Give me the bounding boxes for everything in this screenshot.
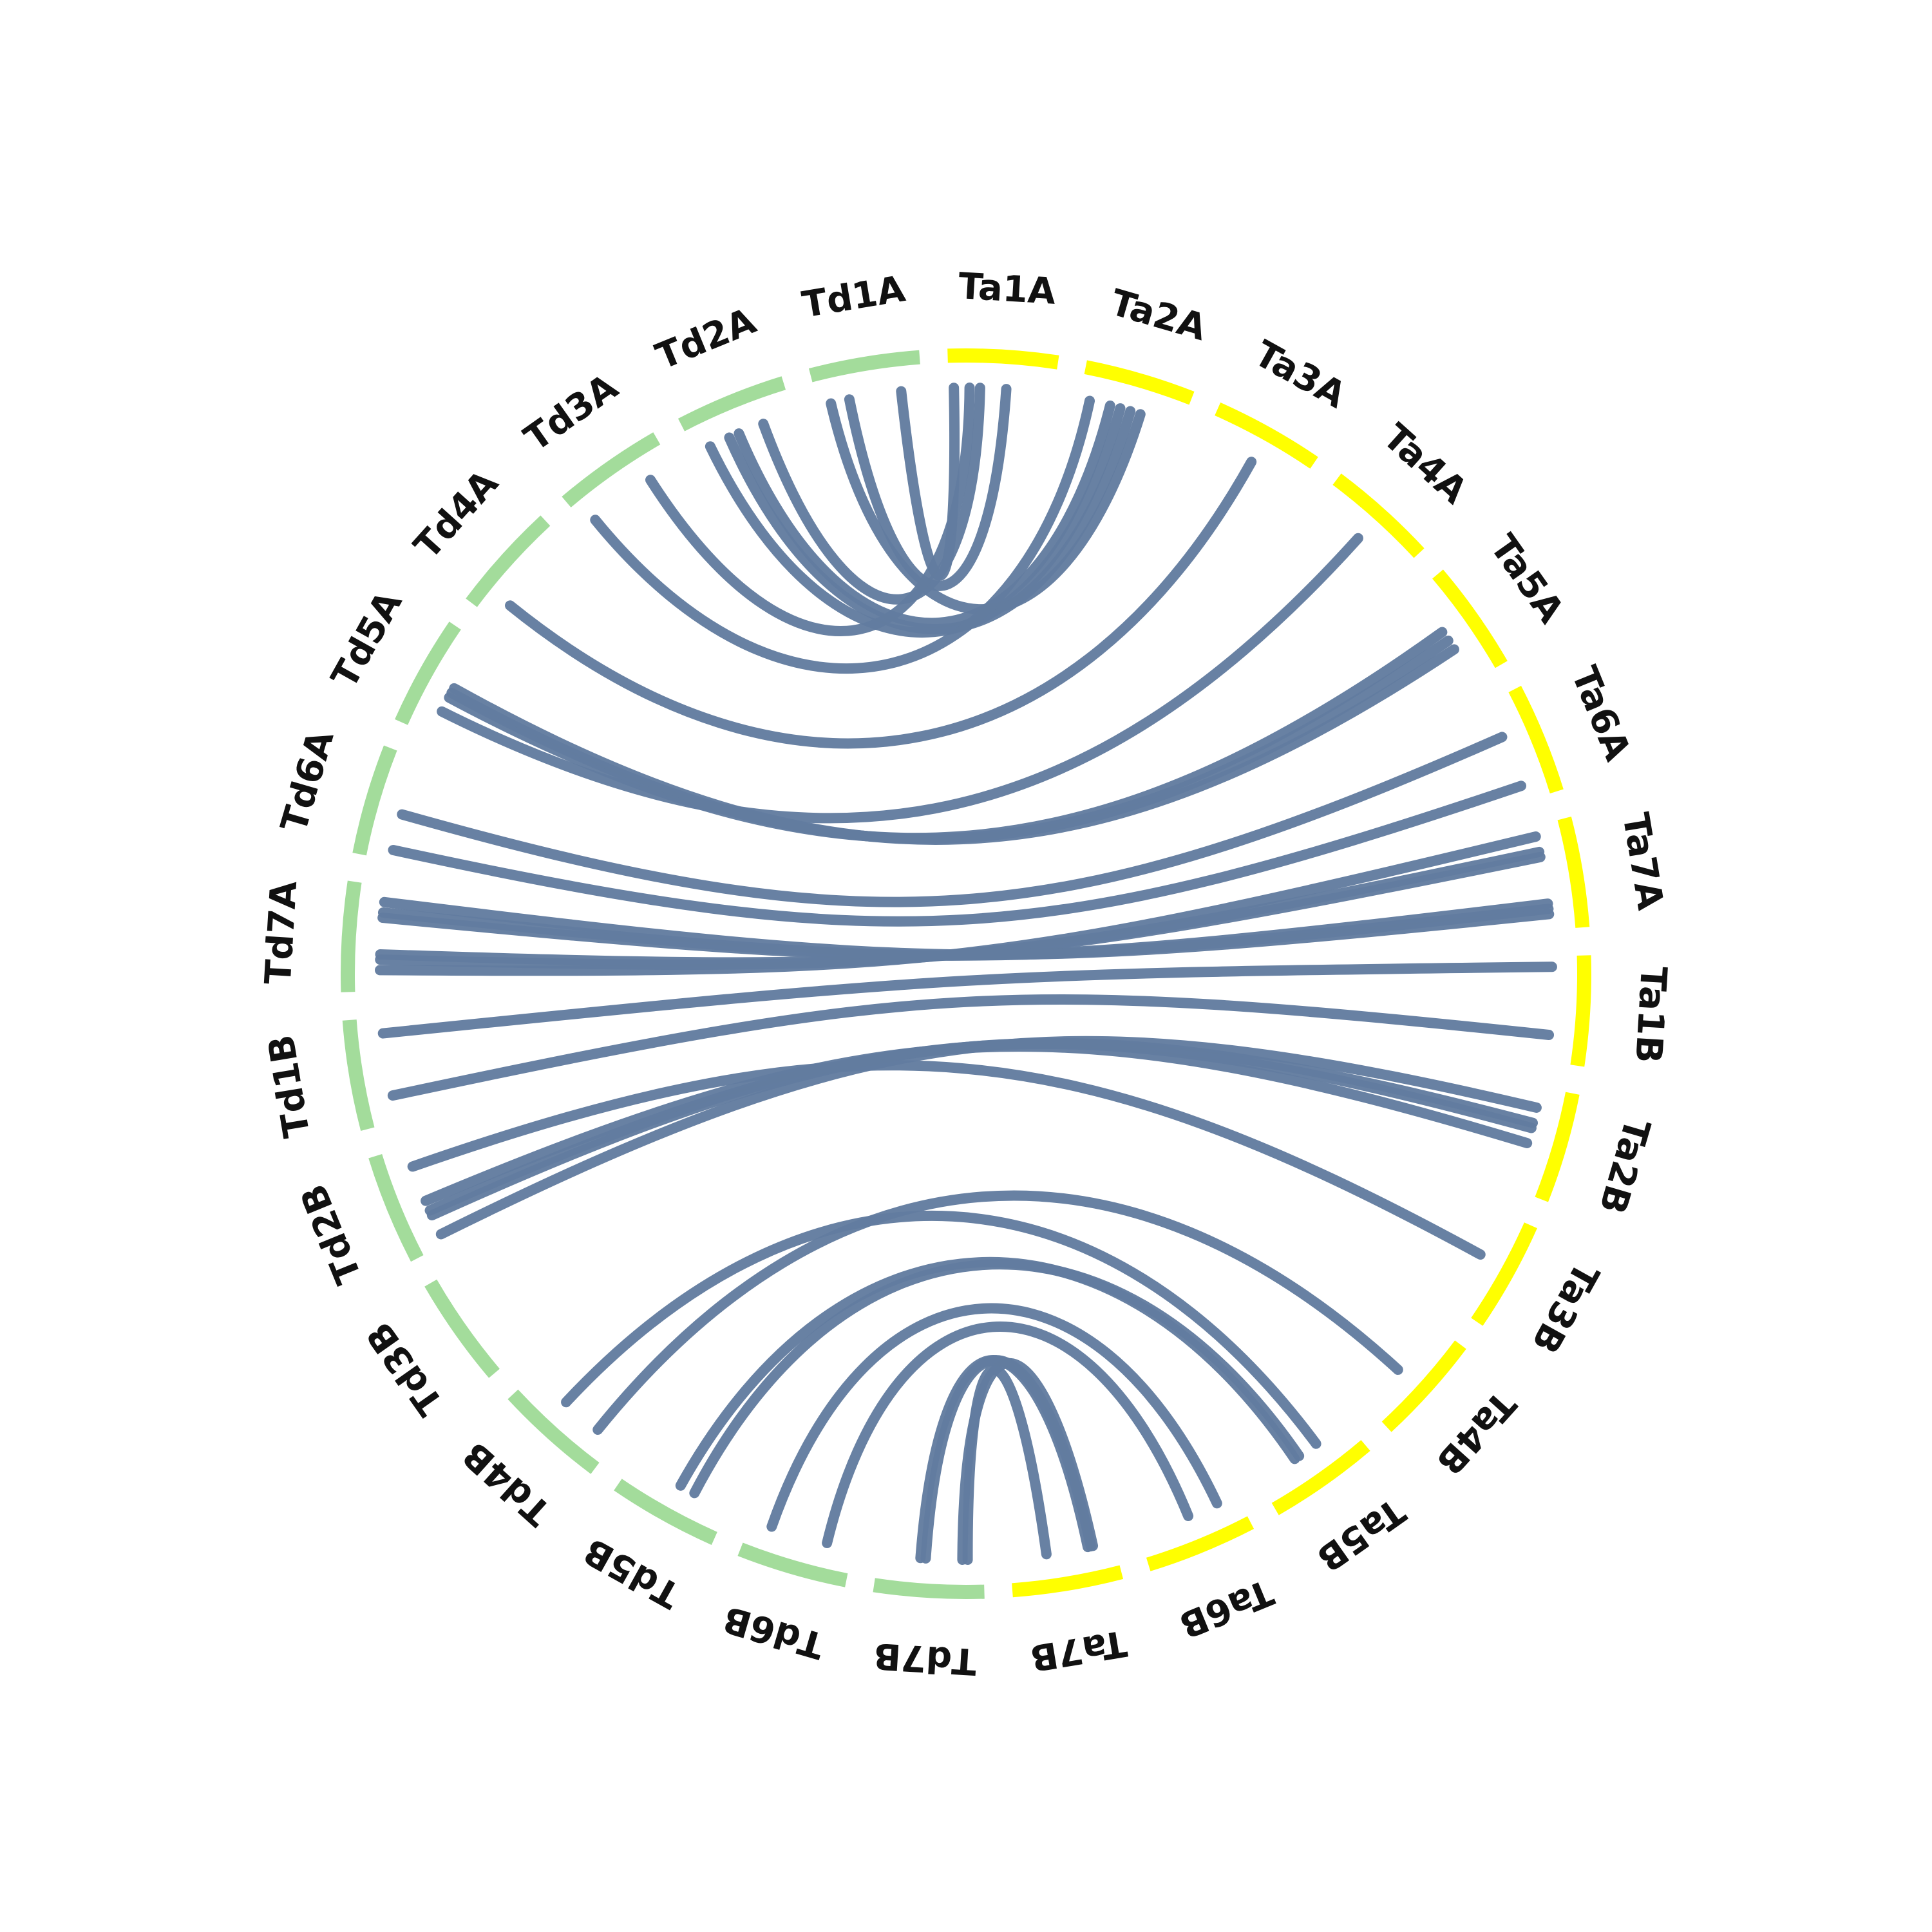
chromosome-label-Td2B: Td2B (292, 1179, 370, 1290)
chromosome-label-Td3A: Td3A (517, 366, 626, 460)
links-layer (375, 383, 1557, 1565)
chromosome-label-Ta4A: Ta4A (1375, 416, 1475, 513)
chromosome-arc-Ta3A (1215, 402, 1318, 469)
chromosome-arc-Ta7B (1012, 1565, 1124, 1598)
chromosome-arc-Ta2B (1535, 1092, 1580, 1202)
chromosome-label-Td5B: Td5B (577, 1530, 687, 1616)
link-Td2B-Ta3B-28 (407, 1060, 1486, 1260)
chromosome-arc-Td3A (562, 432, 661, 507)
chromosome-label-Ta2B: Ta2B (1591, 1113, 1658, 1218)
link-Td2A-Ta1A-6 (758, 383, 985, 605)
chromosome-label-Ta4B: Ta4B (1428, 1383, 1524, 1482)
link-Td2A-Ta2A-4 (724, 406, 1136, 634)
link-Td7B-Ta7B-38 (915, 1355, 1094, 1564)
chromosome-label-Ta7B: Ta7B (1027, 1622, 1130, 1679)
chromosome-arcs-layer (341, 348, 1591, 1599)
link-Td1B-Ta1B-22 (387, 994, 1555, 1101)
chromosome-arc-Td2B (368, 1153, 424, 1262)
chromosome-arc-Td5A (395, 621, 461, 725)
chromosome-label-Ta2A: Ta2A (1106, 281, 1211, 349)
link-Td2A-Ta2A-5 (734, 400, 1115, 629)
chromosome-arc-Td1A (808, 350, 920, 383)
chromosome-label-Td3B: Td3B (359, 1314, 452, 1423)
link-Td2B-Ta2B-27 (421, 1041, 1533, 1206)
chromosome-label-Ta7A: Ta7A (1614, 810, 1671, 913)
chromosome-label-Td6B: Td6B (718, 1598, 829, 1667)
link-Td6A-Ta6A-15 (388, 781, 1526, 927)
link-Td4A-Ta3A-9 (505, 457, 1257, 749)
chromosome-arc-Td3B (424, 1279, 500, 1378)
chromosome-label-Ta5A: Ta5A (1482, 527, 1572, 630)
chromosome-label-Td7B: Td7B (873, 1634, 978, 1682)
chromosome-arc-Ta4A (1332, 473, 1425, 558)
link-Td4B-Ta5B-30 (561, 1210, 1321, 1449)
chromosome-arc-Ta6B (1146, 1516, 1255, 1571)
chromosome-arc-Ta5A (1432, 569, 1508, 668)
chromosome-label-Ta1B: Ta1B (1627, 965, 1674, 1065)
chromosome-label-Td1B: Td1B (260, 1032, 318, 1140)
chromosome-arc-Td7A (341, 880, 362, 992)
link-Td6B-Ta6B-34 (766, 1303, 1222, 1532)
chromosome-label-Ta3B: Ta3B (1523, 1255, 1607, 1360)
chromosome-label-Td4B: Td4B (455, 1434, 559, 1533)
chromosome-arc-Td4A (466, 515, 551, 607)
link-Td5B-Ta5B-31 (689, 1259, 1305, 1499)
chromosome-arc-Td1B (342, 1019, 375, 1132)
link-Td7A-Ta7A-21 (379, 896, 1555, 960)
link-Td5B-Ta5B-32 (675, 1256, 1300, 1491)
link-Td7A-Ta7A-17 (375, 846, 1545, 970)
chromosome-arc-Ta7A (1557, 816, 1590, 928)
link-Td6A-Ta6A-14 (397, 732, 1508, 907)
chromosome-arc-Ta3B (1471, 1222, 1537, 1326)
chromosome-label-Td2A: Td2A (650, 300, 762, 378)
link-Td6B-Ta6B-33 (822, 1321, 1194, 1549)
link-Td4B-Ta4B-29 (592, 1190, 1403, 1435)
link-Td5A-Ta4A-10 (437, 533, 1363, 824)
link-Td1B-Ta1B-23 (377, 961, 1557, 1039)
chromosome-arc-Ta1B (1570, 955, 1591, 1067)
chromosome-arc-Td6A (352, 745, 397, 856)
chromosome-label-Td7A: Td7A (258, 880, 306, 986)
chromosome-label-Ta6A: Ta6A (1563, 661, 1639, 767)
link-Td5A-Ta5A-13 (449, 644, 1459, 845)
chromosome-label-Ta6B: Ta6B (1173, 1571, 1279, 1646)
chromosome-label-Ta1A: Ta1A (957, 265, 1057, 313)
chromosome-label-Td5A: Td5A (323, 584, 410, 695)
chromosome-arc-Td7B (873, 1578, 985, 1599)
link-Td3A-Ta1A-8 (645, 383, 975, 636)
chromosome-label-Td1A: Td1A (799, 268, 909, 327)
chromosome-label-Ta5B: Ta5B (1309, 1490, 1412, 1580)
chromosome-label-Td4A: Td4A (406, 462, 507, 567)
chromosome-arc-Ta4B (1381, 1340, 1466, 1432)
chromosome-arc-Td2A (677, 376, 786, 431)
chromosome-arc-Td4B (507, 1389, 600, 1474)
chromosome-arc-Ta1A (947, 348, 1059, 370)
chromosome-arc-Ta6A (1508, 685, 1564, 794)
chromosome-arc-Ta5B (1271, 1440, 1370, 1515)
chromosome-arc-Td5B (614, 1479, 717, 1545)
chromosome-arc-Td6B (737, 1542, 848, 1587)
chromosome-label-Td6A: Td6A (273, 726, 343, 837)
link-Td1A-Ta1A-0 (844, 384, 1012, 591)
link-Td3A-Ta2A-7 (590, 395, 1095, 674)
chromosome-arc-Ta2A (1084, 360, 1195, 405)
chromosome-label-Ta3A: Ta3A (1247, 333, 1353, 417)
